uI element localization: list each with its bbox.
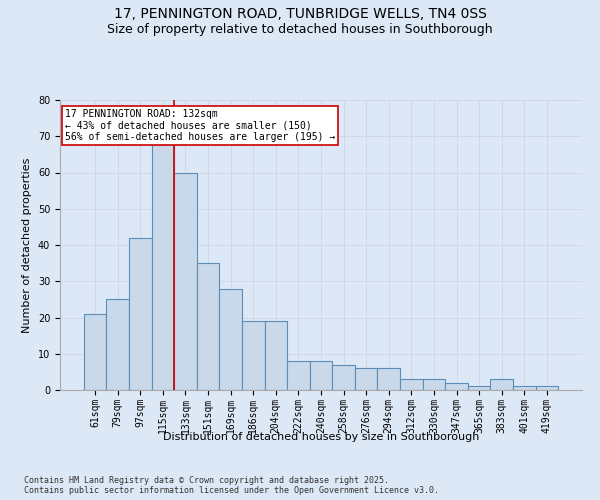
Bar: [468, 386, 490, 390]
Bar: [287, 361, 310, 390]
Bar: [197, 263, 220, 390]
Bar: [490, 379, 513, 390]
Text: Distribution of detached houses by size in Southborough: Distribution of detached houses by size …: [163, 432, 479, 442]
Bar: [513, 386, 536, 390]
Bar: [445, 383, 468, 390]
Bar: [332, 364, 355, 390]
Bar: [422, 379, 445, 390]
Bar: [152, 144, 174, 390]
Bar: [84, 314, 106, 390]
Bar: [106, 300, 129, 390]
Bar: [265, 321, 287, 390]
Bar: [129, 238, 152, 390]
Bar: [174, 172, 197, 390]
Text: Size of property relative to detached houses in Southborough: Size of property relative to detached ho…: [107, 22, 493, 36]
Bar: [220, 288, 242, 390]
Bar: [536, 386, 558, 390]
Bar: [377, 368, 400, 390]
Bar: [400, 379, 422, 390]
Text: 17 PENNINGTON ROAD: 132sqm
← 43% of detached houses are smaller (150)
56% of sem: 17 PENNINGTON ROAD: 132sqm ← 43% of deta…: [65, 108, 335, 142]
Bar: [310, 361, 332, 390]
Text: Contains HM Land Registry data © Crown copyright and database right 2025.
Contai: Contains HM Land Registry data © Crown c…: [24, 476, 439, 495]
Y-axis label: Number of detached properties: Number of detached properties: [22, 158, 32, 332]
Text: 17, PENNINGTON ROAD, TUNBRIDGE WELLS, TN4 0SS: 17, PENNINGTON ROAD, TUNBRIDGE WELLS, TN…: [113, 8, 487, 22]
Bar: [242, 321, 265, 390]
Bar: [355, 368, 377, 390]
